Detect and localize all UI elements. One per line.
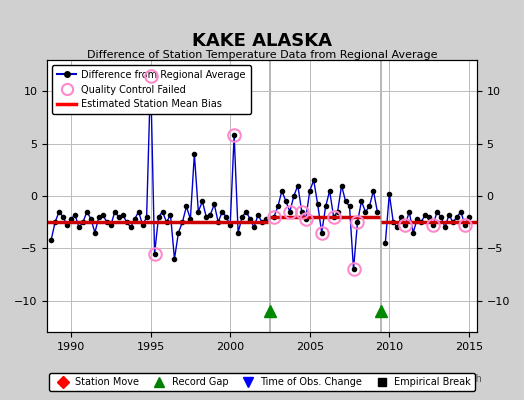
Text: Difference of Station Temperature Data from Regional Average: Difference of Station Temperature Data f… xyxy=(87,50,437,60)
Text: Berkeley Earth: Berkeley Earth xyxy=(410,374,482,384)
Text: KAKE ALASKA: KAKE ALASKA xyxy=(192,32,332,50)
Legend: Station Move, Record Gap, Time of Obs. Change, Empirical Break: Station Move, Record Gap, Time of Obs. C… xyxy=(49,373,475,391)
Legend: Difference from Regional Average, Quality Control Failed, Estimated Station Mean: Difference from Regional Average, Qualit… xyxy=(52,65,250,114)
